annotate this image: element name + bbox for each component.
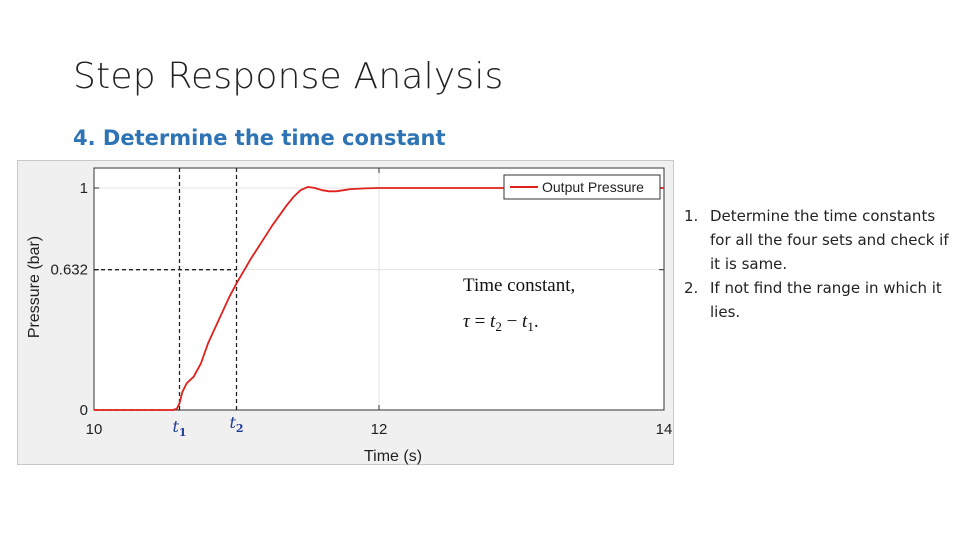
x-tick-label: 14 [656,421,673,438]
note-number: 1. [684,207,699,225]
note-item-2: 2. If not find the range in which it lie… [682,276,957,324]
notes-list: 1. Determine the time constants for all … [682,204,957,324]
slide-title: Step Response Analysis [73,56,504,97]
series-line-output-pressure [94,186,664,411]
y-tick-label: 0 [80,402,88,419]
note-item-1: 1. Determine the time constants for all … [682,204,957,276]
note-text: Determine the time constants for all the… [710,207,949,273]
legend: Output Pressure [503,174,661,200]
y-tick-label: 0.632 [50,262,88,279]
y-axis-label: Pressure (bar) [26,236,43,338]
figure-frame: 10 12 14 0 0.632 1 Time (s) Pressure (bar) t1 t2 O… [17,160,674,465]
x-tick-label: 10 [86,421,103,438]
step-response-chart: 10 12 14 0 0.632 1 Time (s) Pressure (bar) t1 t2 O… [26,167,673,465]
annotation-time-constant: Time constant, [463,275,575,296]
t2-marker-label: t2 [229,413,243,435]
x-axis-label: Time (s) [364,448,422,465]
annotation-formula: τ = t2 − t1. [463,311,539,334]
t1-marker-label: t1 [172,417,186,439]
note-text: If not find the range in which it lies. [710,279,942,321]
slide-subtitle: 4. Determine the time constant [73,126,446,150]
y-tick-label: 1 [80,180,88,197]
legend-entry-output-pressure: Output Pressure [542,179,644,195]
x-tick-label: 12 [371,421,388,438]
note-number: 2. [684,279,699,297]
